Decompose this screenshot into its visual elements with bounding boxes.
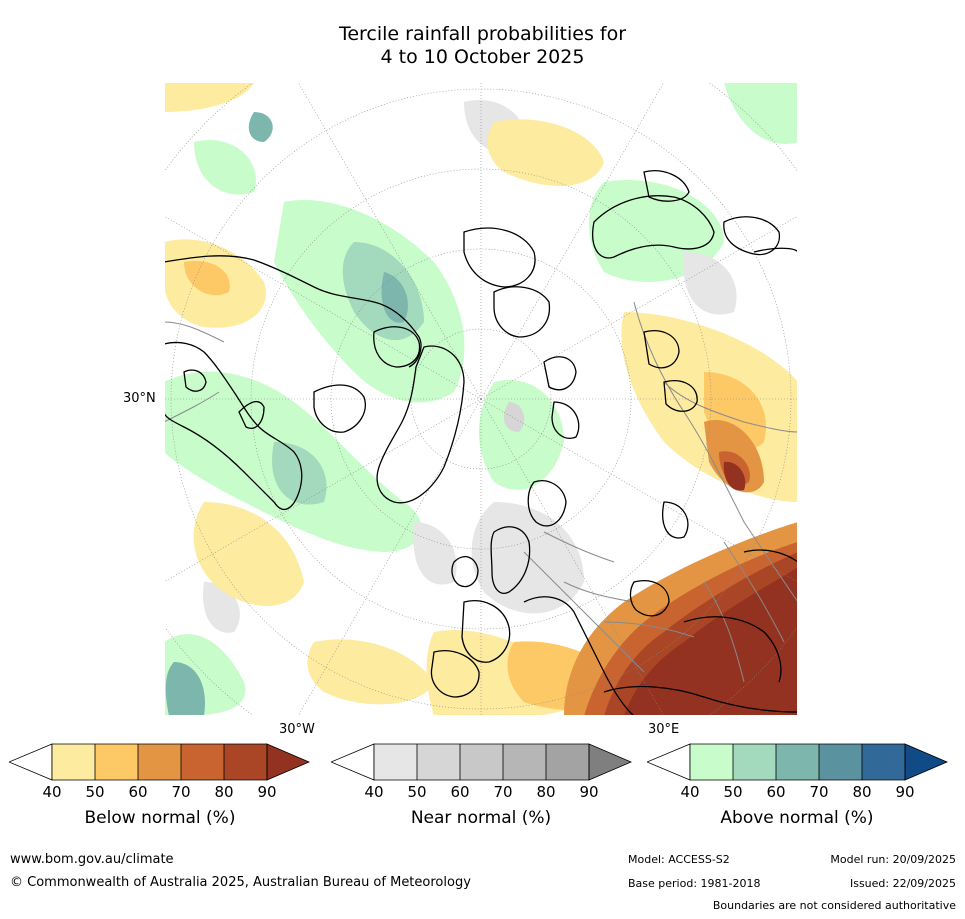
colorbar-below-tick: 70 <box>171 783 191 801</box>
above-normal-regions <box>164 82 798 716</box>
colorbar-below-normal <box>9 743 311 781</box>
footer-url: www.bom.gov.au/climate <box>10 852 174 867</box>
coastlines <box>164 170 798 716</box>
colorbar-below-title: Below normal (%) <box>84 808 236 828</box>
colorbar-near-tick: 80 <box>536 783 556 801</box>
boundaries-disclaimer: Boundaries are not considered authoritat… <box>712 899 956 912</box>
colorbar-above-swatch-40 <box>690 744 733 780</box>
colorbar-near-low-arrow <box>331 743 375 781</box>
colorbar-near-tick: 50 <box>407 783 427 801</box>
colorbar-above-tick: 50 <box>723 783 743 801</box>
base-period: Base period: 1981-2018 <box>628 877 761 890</box>
colorbar-below-swatch-60 <box>138 744 181 780</box>
colorbar-below-swatch-80 <box>224 744 267 780</box>
colorbar-below-swatch-70 <box>181 744 224 780</box>
colorbar-below-tick: 80 <box>214 783 234 801</box>
colorbar-above-swatch-70 <box>819 744 862 780</box>
graticule <box>164 82 798 716</box>
colorbar-near-normal <box>331 743 633 781</box>
colorbar-near-swatch-70 <box>503 744 546 780</box>
lon-label-30w: 30°W <box>279 722 315 737</box>
colorbar-near-high-arrow <box>588 743 633 781</box>
colorbar-below-tick: 90 <box>257 783 277 801</box>
colorbar-above-tick: 90 <box>895 783 915 801</box>
colorbar-above-swatch-80 <box>862 744 905 780</box>
colorbar-above-normal <box>647 743 949 781</box>
colorbar-above-swatch-50 <box>733 744 776 780</box>
colorbar-above-title: Above normal (%) <box>720 808 874 828</box>
colorbar-near-tick: 70 <box>493 783 513 801</box>
colorbar-above-low-arrow <box>647 743 691 781</box>
issued-date: Issued: 22/09/2025 <box>849 877 956 890</box>
colorbar-above-swatch-60 <box>776 744 819 780</box>
footer-copyright: © Commonwealth of Australia 2025, Austra… <box>10 875 471 890</box>
colorbar-above-tick: 60 <box>766 783 786 801</box>
colorbar-near-tick: 90 <box>579 783 599 801</box>
map-title-line1: Tercile rainfall probabilities for <box>338 23 627 45</box>
lon-label-30e: 30°E <box>648 722 680 737</box>
colorbar-below-tick: 60 <box>128 783 148 801</box>
colorbar-above-tick: 80 <box>852 783 872 801</box>
colorbar-near-swatch-80 <box>546 744 589 780</box>
colorbar-below-tick: 50 <box>85 783 105 801</box>
lat-label-30n: 30°N <box>123 391 156 406</box>
colorbar-below-high-arrow <box>266 743 311 781</box>
colorbar-near-swatch-60 <box>460 744 503 780</box>
map-title-line2: 4 to 10 October 2025 <box>380 46 585 68</box>
map-frame <box>164 82 798 716</box>
colorbar-near-tick: 60 <box>450 783 470 801</box>
model-name: Model: ACCESS-S2 <box>628 853 730 866</box>
colorbar-below-low-arrow <box>9 743 53 781</box>
model-run-date: Model run: 20/09/2025 <box>830 853 956 866</box>
colorbar-near-swatch-40 <box>374 744 417 780</box>
colorbar-below-tick: 40 <box>42 783 62 801</box>
colorbar-above-tick: 70 <box>809 783 829 801</box>
colorbar-below-swatch-40 <box>52 744 95 780</box>
colorbar-near-title: Near normal (%) <box>410 808 552 828</box>
country-boundaries <box>164 301 798 683</box>
colorbar-near-tick: 40 <box>364 783 384 801</box>
probability-map <box>164 82 798 716</box>
colorbar-above-tick: 40 <box>680 783 700 801</box>
colorbar-near-swatch-50 <box>417 744 460 780</box>
colorbar-below-swatch-50 <box>95 744 138 780</box>
colorbar-above-high-arrow <box>904 743 949 781</box>
